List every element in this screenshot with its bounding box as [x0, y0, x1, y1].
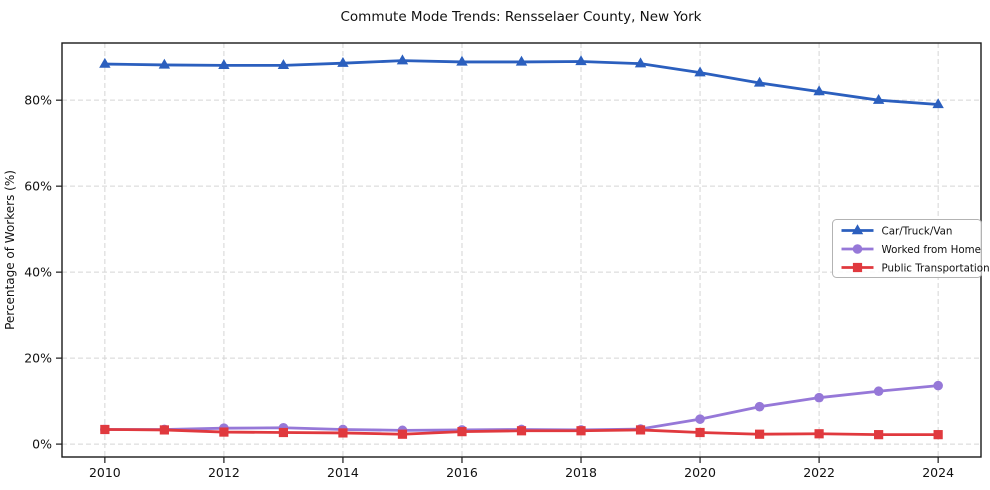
data-point-triangle: [396, 54, 409, 65]
data-point-triangle: [277, 59, 290, 70]
legend-label: Worked from Home: [882, 244, 982, 256]
x-tick-label: 2018: [565, 465, 597, 480]
legend-item: Public Transportation: [841, 262, 990, 274]
series-line: [103, 384, 940, 432]
y-tick-label: 0%: [32, 437, 52, 452]
data-point-triangle: [99, 57, 111, 68]
data-point-triangle: [694, 66, 706, 77]
data-point-circle: [933, 380, 943, 391]
x-tick-label: 2020: [684, 465, 716, 480]
data-point-circle: [814, 392, 824, 403]
plot-area: 0% 20% 40% 60% 80% 2010 2012 2014 2016 2018 2020 20…: [24, 42, 990, 480]
chart-title: Commute Mode Trends: Rensselaer County, …: [341, 9, 702, 25]
legend-item: Car/Truck/Van: [841, 224, 953, 237]
data-point-square: [219, 427, 229, 437]
data-point-square: [695, 427, 705, 438]
data-point-triangle: [337, 57, 349, 67]
x-tick-label: 2016: [446, 465, 478, 480]
data-point-circle: [754, 401, 765, 412]
data-point-triangle: [634, 57, 647, 68]
data-point-square: [814, 429, 824, 439]
data-point-square: [159, 425, 169, 435]
data-point-triangle: [851, 224, 864, 235]
data-point-square: [874, 430, 884, 440]
data-point-square: [338, 428, 348, 438]
x-tick-label: 2024: [922, 465, 954, 480]
data-point-square: [516, 426, 527, 436]
data-point-circle: [873, 386, 884, 397]
series-line: [103, 59, 940, 106]
data-point-triangle: [813, 85, 825, 96]
legend-label: Public Transportation: [882, 262, 990, 274]
x-tick-label: 2012: [208, 465, 240, 480]
series-public-transportation: [100, 424, 943, 440]
data-point-triangle: [158, 58, 171, 69]
legend-item: Worked from Home: [841, 244, 982, 256]
data-point-square: [635, 425, 646, 435]
y-tick-label: 60%: [24, 179, 52, 194]
y-axis-label: Percentage of Workers (%): [3, 170, 17, 330]
data-point-square: [576, 426, 586, 436]
data-point-circle: [695, 414, 705, 424]
data-point-square: [933, 430, 943, 440]
legend-box: [832, 219, 982, 278]
y-tick-label: 20%: [24, 351, 52, 366]
x-tick-label: 2010: [89, 465, 121, 480]
data-point-triangle: [575, 55, 587, 66]
y-tick-label: 80%: [24, 93, 52, 108]
data-point-triangle: [456, 55, 468, 66]
data-point-square: [397, 429, 408, 439]
data-point-triangle: [932, 98, 944, 109]
data-point-square: [457, 427, 467, 437]
y-tick-label: 40%: [24, 265, 52, 280]
data-point-triangle: [515, 55, 528, 66]
data-point-circle: [852, 244, 863, 254]
legend-label: Car/Truck/Van: [882, 225, 953, 237]
data-point-square: [852, 262, 863, 273]
x-tick-label: 2014: [327, 465, 359, 480]
data-point-triangle: [218, 59, 230, 70]
series-car-truck-van: [99, 54, 944, 109]
data-point-triangle: [872, 93, 885, 104]
data-point-square: [278, 427, 289, 438]
data-point-triangle: [753, 76, 766, 87]
data-point-square: [754, 429, 765, 439]
legend: Car/Truck/Van Worked from Home Public Tran…: [832, 219, 990, 278]
x-tick-label: 2022: [803, 465, 835, 480]
axis-ticks: 0% 20% 40% 60% 80% 2010 2012 2014 2016 2018 2020 20…: [24, 93, 954, 480]
data-point-square: [100, 424, 110, 435]
